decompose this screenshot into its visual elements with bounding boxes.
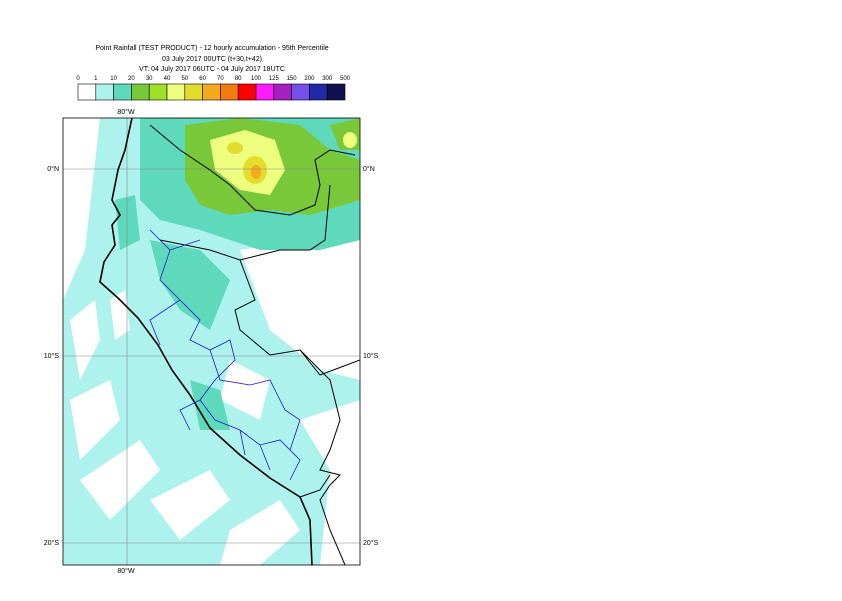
- legend-label: 1: [94, 76, 98, 82]
- peak-area: [251, 165, 261, 179]
- legend-label: 200: [304, 76, 315, 82]
- legend-swatch: [166, 83, 186, 101]
- legend-swatch: [95, 83, 114, 101]
- legend-swatch: [184, 83, 203, 101]
- base-time: 03 July 2017 00UTC (t+30,t+42): [162, 56, 262, 63]
- legend-swatch: [237, 83, 257, 101]
- legend-swatch: [291, 83, 310, 101]
- legend-swatch: [309, 83, 328, 101]
- legend-label: 150: [287, 76, 298, 82]
- legend-swatch: [202, 83, 221, 101]
- coastline: [99, 118, 313, 565]
- map: [63, 118, 360, 565]
- legend-label: 300: [322, 76, 333, 82]
- legend-label: 50: [181, 76, 188, 82]
- legend-swatch: [220, 83, 239, 101]
- legend-swatch: [131, 83, 150, 101]
- lon-label: 80°W: [117, 567, 135, 575]
- lon-label: 80°W: [117, 108, 135, 116]
- title: Point Rainfall (TEST PRODUCT) - 12 hourl…: [95, 45, 328, 52]
- lat-label: 10°S: [44, 352, 60, 360]
- legend: 0 1 10 20 30 40 50 60 70 80 100 125 150 200 300 500: [76, 76, 351, 101]
- legend-label: 500: [340, 76, 351, 82]
- legend-label: 125: [269, 76, 280, 82]
- legend-label: 80: [235, 76, 242, 82]
- legend-label: 10: [110, 76, 117, 82]
- legend-label: 60: [199, 76, 206, 82]
- lat-label: 0°N: [47, 165, 59, 173]
- legend-label: 30: [146, 76, 153, 82]
- lat-label: 20°S: [44, 539, 60, 547]
- legend-label: 20: [128, 76, 135, 82]
- legend-swatch: [77, 83, 97, 101]
- borders: [149, 124, 360, 565]
- legend-label: 70: [217, 76, 224, 82]
- map-frame: [62, 117, 361, 566]
- legend-label: 100: [251, 76, 262, 82]
- legend-swatch: [113, 83, 132, 101]
- dry-areas: [63, 118, 360, 565]
- legend-swatch: [148, 83, 168, 101]
- legend-swatch: [273, 83, 292, 101]
- lat-label: 10°S: [363, 352, 379, 360]
- legend-label: 40: [164, 76, 171, 82]
- regions: [149, 229, 301, 481]
- lat-label: 20°S: [363, 539, 379, 547]
- valid-time: VT: 04 July 2017 06UTC - 04 July 2017 18…: [139, 66, 285, 73]
- legend-label: 0: [76, 76, 80, 82]
- lat-label: 0°N: [363, 165, 375, 173]
- legend-swatch: [326, 83, 346, 101]
- legend-swatch: [255, 83, 275, 101]
